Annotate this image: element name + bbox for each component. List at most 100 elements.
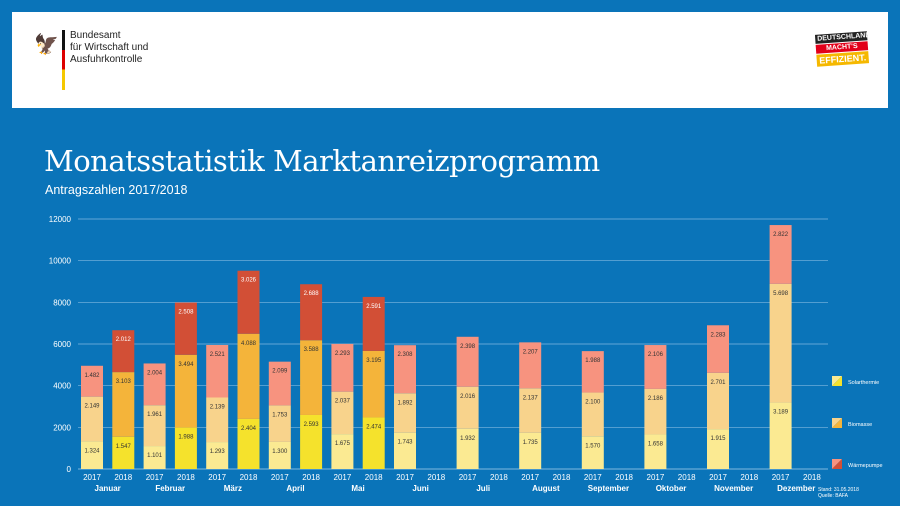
bar-segment-wärmepumpe — [644, 345, 667, 389]
page-subtitle: Antragszahlen 2017/2018 — [45, 183, 188, 197]
bar-segment-biomasse — [519, 388, 542, 433]
data-label: 2.037 — [335, 399, 351, 405]
y-tick-label: 0 — [67, 465, 72, 474]
year-tick-label: 2018 — [803, 473, 821, 482]
bar-segment-wärmepumpe — [237, 270, 260, 334]
bar-segment-solarthermie — [362, 417, 385, 469]
data-label: 2.591 — [366, 304, 382, 310]
bar-segment-biomasse — [81, 396, 103, 442]
data-label: 1.482 — [84, 373, 100, 379]
federal-eagle-logo: 🦅 — [34, 34, 59, 56]
data-label: 1.915 — [710, 436, 726, 442]
bar-segment-wärmepumpe — [456, 336, 479, 387]
bar-segment-wärmepumpe — [81, 365, 103, 397]
bar-segment-solarthermie — [707, 429, 729, 469]
data-label: 1.547 — [116, 444, 132, 450]
year-tick-label: 2018 — [302, 473, 320, 482]
data-label: 1.988 — [585, 358, 601, 364]
org-name: Bundesamt für Wirtschaft und Ausfuhrkont… — [70, 30, 148, 66]
data-label: 3.195 — [366, 358, 382, 364]
year-tick-label: 2017 — [772, 473, 790, 482]
month-label: März — [224, 484, 242, 493]
bar-segment-wärmepumpe — [519, 342, 542, 389]
data-label: 1.300 — [272, 449, 288, 455]
data-label: 2.701 — [710, 380, 726, 386]
data-label: 2.016 — [460, 394, 476, 400]
data-label: 1.892 — [397, 400, 413, 406]
bar-segment-wärmepumpe — [362, 296, 385, 351]
bar-segment-wärmepumpe — [268, 361, 291, 406]
bar-segment-solarthermie — [300, 414, 323, 469]
bar-segment-biomasse — [394, 393, 416, 433]
year-tick-label: 2017 — [647, 473, 665, 482]
bar-segment-wärmepumpe — [143, 363, 166, 406]
legend-label: Solarthermie — [848, 380, 879, 386]
data-label: 2.099 — [272, 369, 288, 375]
year-tick-label: 2017 — [709, 473, 727, 482]
bar-segment-wärmepumpe — [769, 225, 792, 284]
month-label: August — [532, 484, 560, 493]
year-tick-label: 2018 — [240, 473, 258, 482]
bar-segment-biomasse — [143, 405, 166, 447]
year-tick-label: 2017 — [396, 473, 414, 482]
data-label: 2.004 — [147, 370, 163, 376]
data-label: 1.735 — [523, 440, 539, 446]
data-label: 3.494 — [178, 362, 194, 368]
data-label: 2.106 — [648, 352, 664, 358]
year-tick-label: 2018 — [740, 473, 758, 482]
year-tick-label: 2018 — [490, 473, 508, 482]
data-label: 2.474 — [366, 424, 382, 430]
data-label: 1.101 — [147, 453, 163, 459]
bar-segment-biomasse — [237, 333, 260, 419]
bar-segment-biomasse — [456, 386, 479, 429]
y-tick-label: 6000 — [53, 340, 71, 349]
data-label: 2.207 — [523, 349, 539, 355]
year-tick-label: 2018 — [553, 473, 571, 482]
month-label: Oktober — [656, 484, 687, 493]
bar-segment-biomasse — [769, 283, 792, 403]
bar-segment-solarthermie — [581, 436, 604, 469]
month-label: Februar — [155, 484, 185, 493]
bar-segment-solarthermie — [394, 432, 416, 469]
bar-segment-wärmepumpe — [112, 330, 135, 373]
bar-segment-biomasse — [206, 397, 229, 443]
bar-segment-wärmepumpe — [300, 284, 323, 341]
data-label: 2.398 — [460, 344, 476, 350]
data-label: 2.137 — [523, 395, 539, 401]
bar-segment-solarthermie — [644, 434, 667, 469]
data-label: 3.103 — [116, 379, 132, 385]
flag-bar — [62, 30, 65, 90]
legend-swatch — [832, 459, 842, 469]
legend-swatch — [832, 418, 842, 428]
month-label: Dezember — [777, 484, 815, 493]
bar-segment-solarthermie — [81, 441, 103, 469]
data-label: 1.570 — [585, 443, 601, 449]
bar-segment-wärmepumpe — [206, 344, 229, 398]
month-label: April — [286, 484, 304, 493]
data-label: 1.324 — [84, 448, 100, 454]
data-label: 3.588 — [304, 347, 320, 353]
y-tick-label: 8000 — [53, 298, 71, 307]
bar-segment-solarthermie — [456, 428, 479, 469]
legend-label: Biomasse — [848, 422, 872, 428]
bar-segment-wärmepumpe — [174, 302, 197, 355]
data-label: 1.961 — [147, 412, 163, 418]
data-label: 2.012 — [116, 337, 132, 343]
data-label: 2.593 — [304, 422, 320, 428]
data-label: 1.753 — [272, 412, 288, 418]
data-label: 2.149 — [84, 404, 100, 410]
year-tick-label: 2017 — [271, 473, 289, 482]
data-label: 2.688 — [304, 291, 320, 297]
bar-segment-solarthermie — [143, 446, 166, 469]
bar-segment-biomasse — [174, 354, 197, 428]
month-label: November — [714, 484, 753, 493]
bar-segment-biomasse — [707, 372, 729, 430]
y-tick-label: 2000 — [53, 423, 71, 432]
org-line: Bundesamt — [70, 30, 121, 41]
year-tick-label: 2018 — [114, 473, 132, 482]
data-label: 2.404 — [241, 426, 257, 432]
year-tick-label: 2017 — [584, 473, 602, 482]
month-label: Januar — [95, 484, 121, 493]
bar-segment-solarthermie — [769, 402, 792, 469]
month-label: Mai — [351, 484, 364, 493]
